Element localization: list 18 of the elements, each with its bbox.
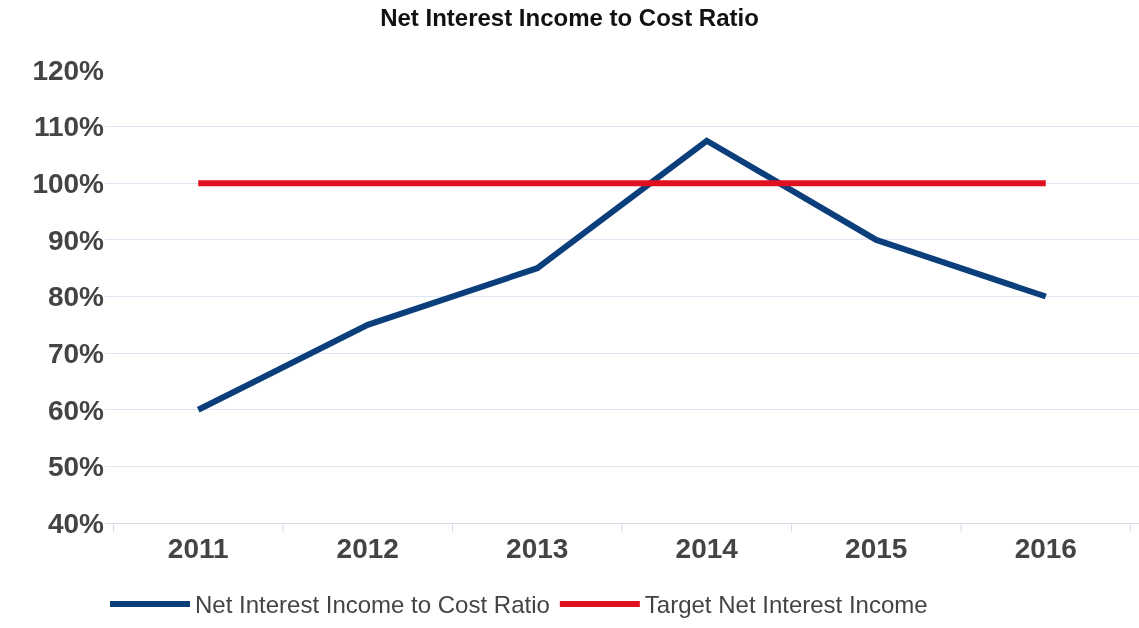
x-tick-label: 2013	[506, 532, 569, 564]
y-tick-label: 80%	[47, 281, 105, 313]
x-tick-label: 2015	[845, 532, 908, 564]
legend-label: Net Interest Income to Cost Ratio	[195, 591, 550, 619]
y-tick-label: 120%	[32, 54, 105, 86]
x-tick-label: 2012	[336, 532, 399, 564]
y-tick-label: 60%	[47, 394, 105, 426]
y-tick-label: 90%	[47, 224, 105, 256]
legend-label: Target Net Interest Income	[644, 591, 928, 619]
x-tick-label: 2014	[675, 532, 739, 564]
x-tick-label: 2016	[1014, 532, 1077, 564]
y-tick-label: 50%	[47, 451, 105, 483]
y-tick-label: 40%	[47, 507, 105, 539]
y-tick-label: 110%	[33, 111, 105, 143]
x-tick-label: 2011	[167, 532, 229, 564]
chart-title: Net Interest Income to Cost Ratio	[380, 4, 759, 32]
y-tick-label: 100%	[32, 168, 105, 200]
y-tick-label: 70%	[47, 337, 105, 369]
